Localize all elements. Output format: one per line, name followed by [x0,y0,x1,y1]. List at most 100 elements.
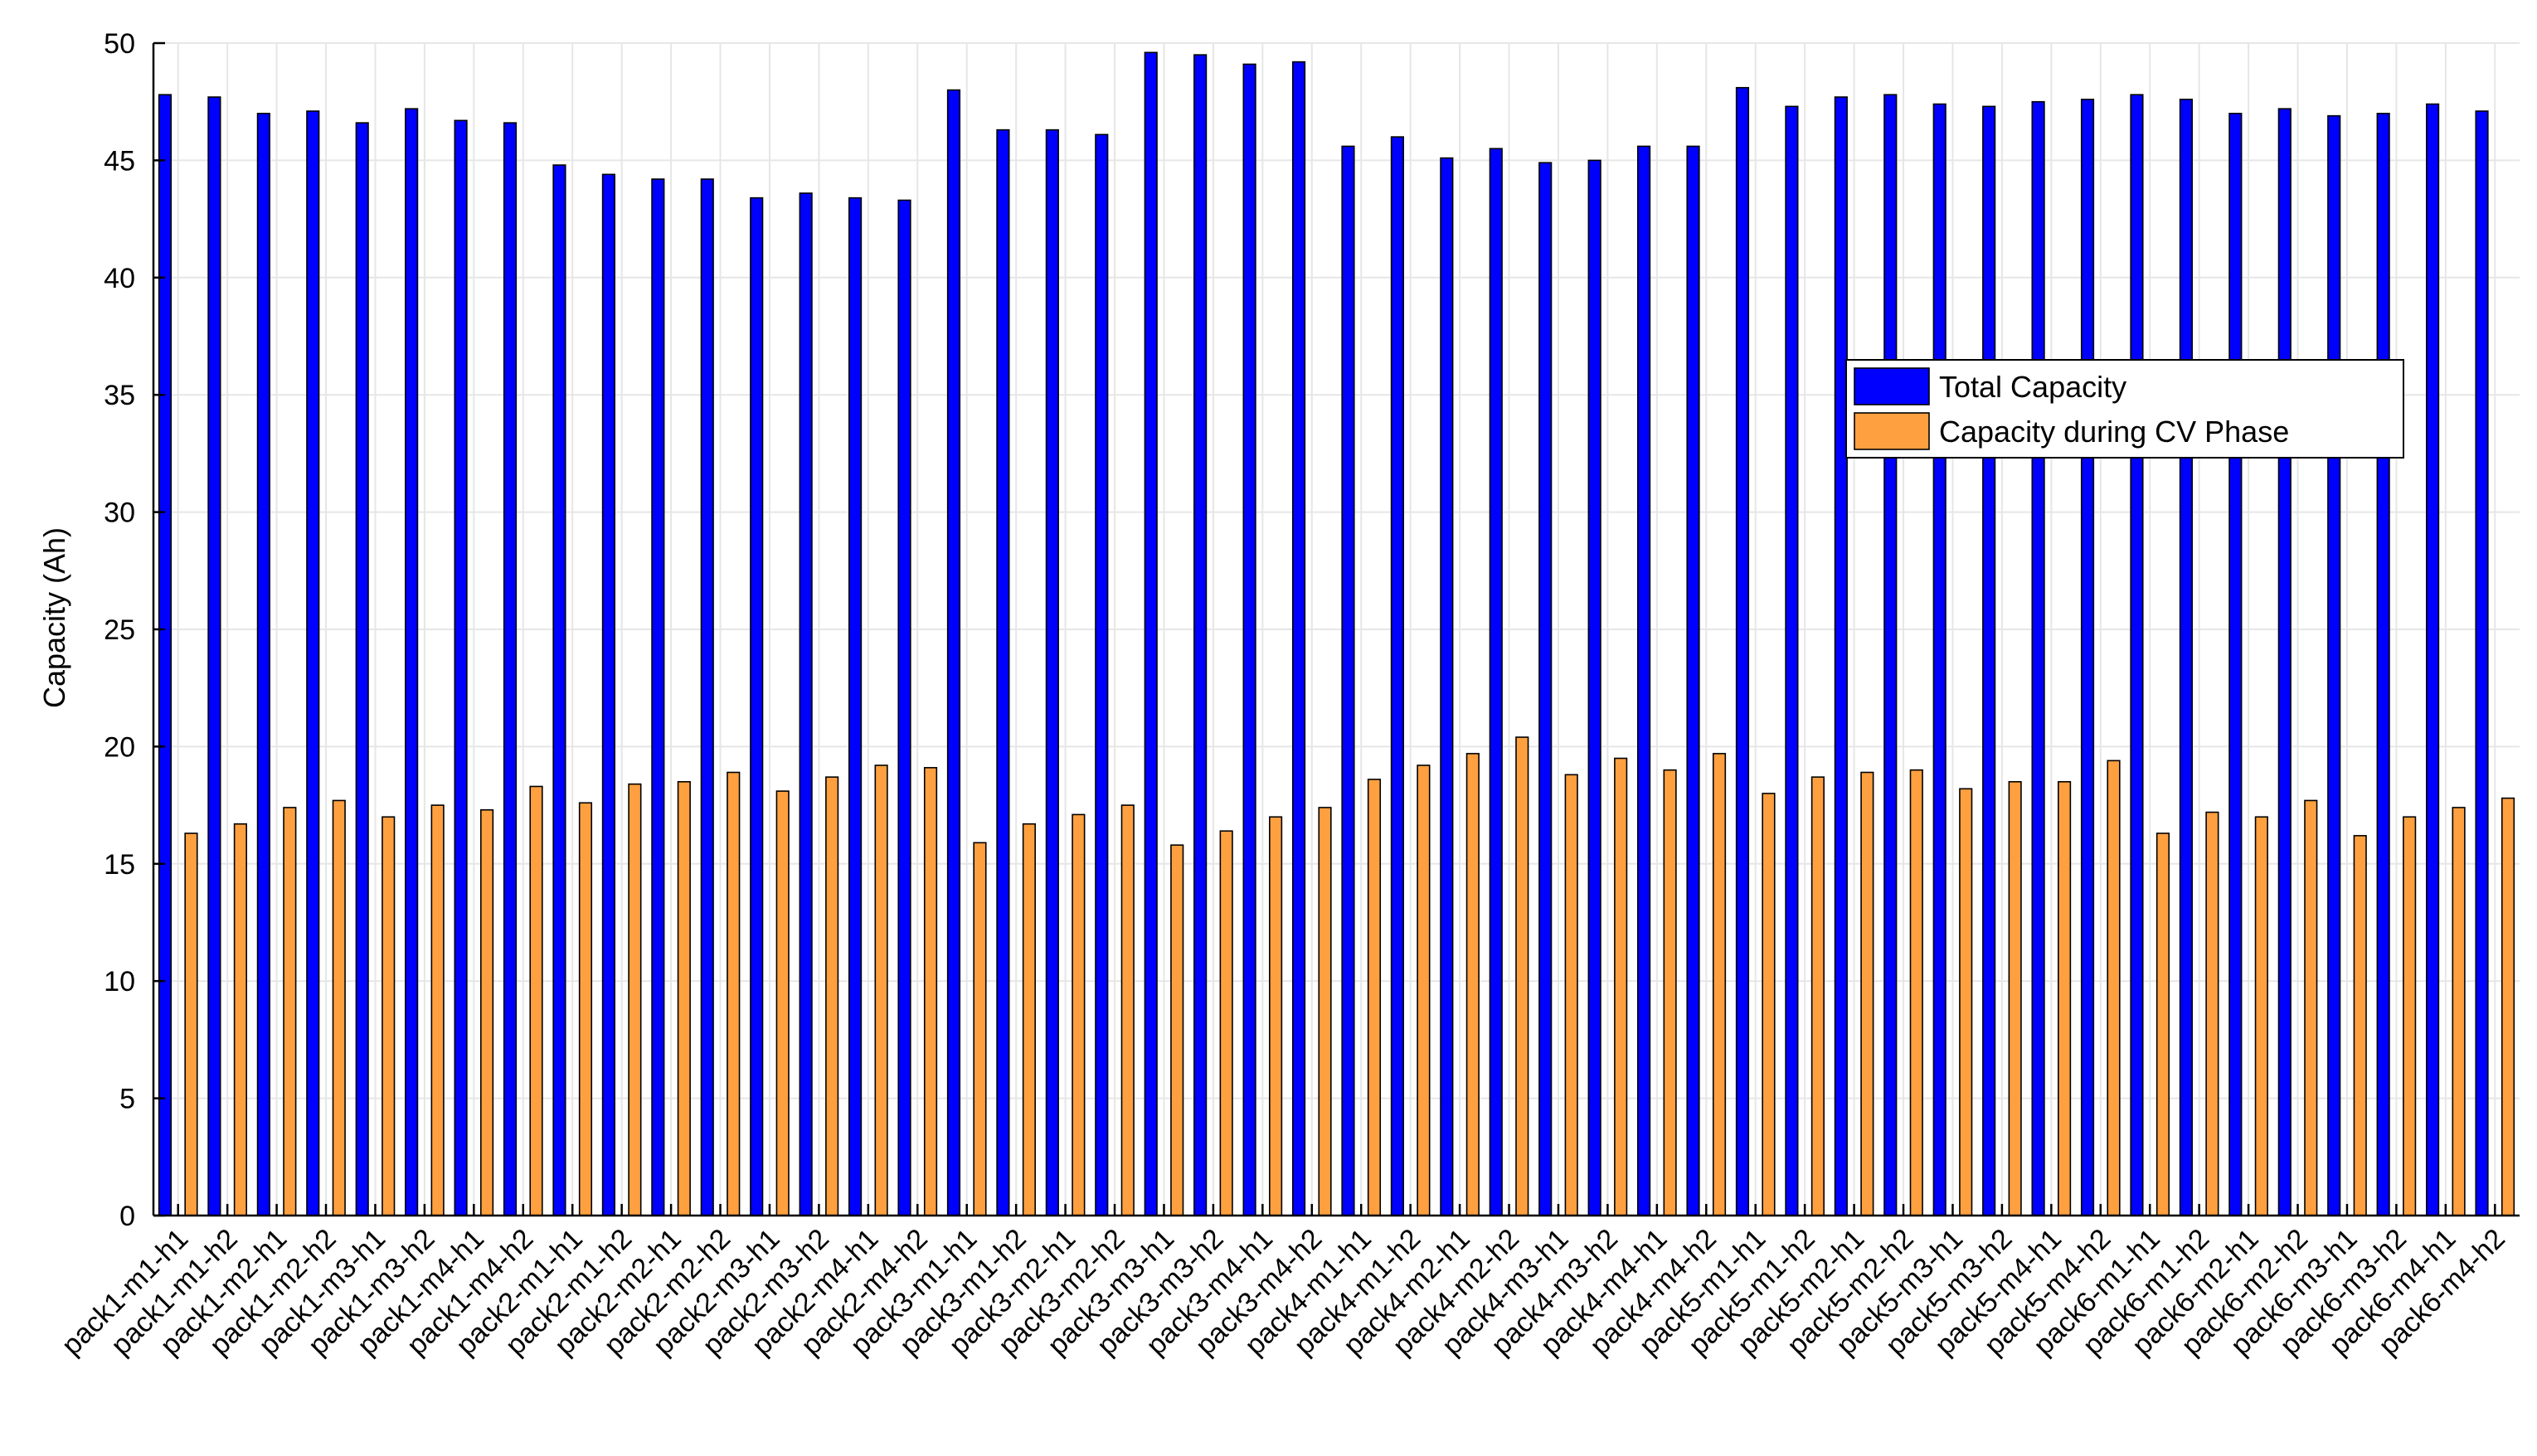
bar-total-capacity [1390,136,1404,1216]
bar-total-capacity [750,197,764,1216]
bar-cv-phase-capacity [2058,781,2072,1216]
bar-cv-phase-capacity [1564,774,1578,1216]
bar-total-capacity [1883,94,1898,1216]
x-tick-labels: pack1-m1-h1pack1-m1-h2pack1-m2-h1pack1-m… [56,1223,2511,1361]
bar-cv-phase-capacity [775,790,790,1216]
bar-cv-phase-capacity [1515,736,1529,1216]
bar-total-capacity [1242,63,1256,1216]
bar-cv-phase-capacity [1219,830,1233,1216]
y-tick-label: 35 [104,380,135,411]
bar-cv-phase-capacity [628,783,642,1216]
bar-total-capacity [651,178,665,1216]
bar-total-capacity [256,113,270,1216]
bar-total-capacity [1637,145,1651,1216]
bar-total-capacity [1735,86,1750,1216]
bar-total-capacity [2179,99,2193,1216]
bar-cv-phase-capacity [1269,816,1283,1216]
bar-cv-phase-capacity [184,832,198,1216]
bar-total-capacity [1489,148,1503,1216]
bar-total-capacity [2475,110,2489,1216]
grid-lines [153,42,2520,1216]
bar-cv-phase-capacity [233,823,247,1216]
y-tick-labels: 0 5 10 15 20 25 30 35 40 45 50 [104,28,135,1232]
bar-cv-phase-capacity [382,816,396,1216]
bar-total-capacity [158,94,173,1216]
bar-cv-phase-capacity [283,807,297,1216]
bar-cv-phase-capacity [973,842,987,1216]
bar-cv-phase-capacity [2452,807,2466,1216]
bars [158,51,2515,1216]
bar-total-capacity [2031,100,2045,1216]
bar-cv-phase-capacity [2501,797,2515,1216]
bar-cv-phase-capacity [1614,757,1628,1216]
bar-total-capacity [454,119,468,1216]
bar-cv-phase-capacity [1762,793,1776,1216]
bar-total-capacity [1045,129,1059,1216]
bar-total-capacity [1440,157,1454,1216]
legend-label-cv-phase: Capacity during CV Phase [1939,415,2289,449]
bar-total-capacity [601,173,615,1216]
y-tick-label: 40 [104,263,135,294]
bar-cv-phase-capacity [2403,816,2417,1216]
bar-cv-phase-capacity [1860,771,1874,1216]
bar-total-capacity [2130,94,2144,1216]
bar-total-capacity [1341,145,1355,1216]
bar-cv-phase-capacity [1909,769,1923,1216]
axes [152,41,2520,1217]
bar-total-capacity [1834,96,1848,1216]
bar-total-capacity [1932,103,1946,1216]
y-tick-label: 20 [104,731,135,763]
bar-cv-phase-capacity [2353,835,2367,1216]
bar-cv-phase-capacity [727,771,741,1216]
bar-total-capacity [996,129,1010,1216]
legend-label-total-capacity: Total Capacity [1939,370,2126,404]
bar-cv-phase-capacity [825,776,839,1216]
bar-cv-phase-capacity [1022,823,1036,1216]
y-tick-label: 50 [104,28,135,60]
bar-total-capacity [2376,113,2390,1216]
bar-cv-phase-capacity [1712,753,1727,1216]
legend-swatch-cv-phase [1854,412,1930,450]
bar-cv-phase-capacity [529,785,543,1216]
bar-total-capacity [1785,105,1799,1216]
bar-cv-phase-capacity [1318,807,1332,1216]
bar-total-capacity [897,199,911,1216]
bar-cv-phase-capacity [923,767,938,1216]
bar-total-capacity [552,164,566,1216]
bar-total-capacity [355,122,369,1216]
bar-total-capacity [1587,159,1601,1216]
bar-cv-phase-capacity [430,804,445,1216]
y-tick-label: 10 [104,966,135,997]
y-tick-label: 30 [104,497,135,529]
y-tick-label: 45 [104,145,135,177]
bar-total-capacity [1982,105,1996,1216]
bar-cv-phase-capacity [1417,764,1431,1216]
bar-total-capacity [1291,61,1306,1216]
bar-total-capacity [2080,99,2095,1216]
bar-cv-phase-capacity [874,764,888,1216]
bar-cv-phase-capacity [1663,769,1677,1216]
bar-cv-phase-capacity [2155,832,2170,1216]
bar-cv-phase-capacity [2008,781,2022,1216]
bar-cv-phase-capacity [2107,760,2121,1216]
bar-cv-phase-capacity [332,799,346,1216]
y-axis-label: Capacity (Ah) [37,527,71,708]
y-tick-label: 15 [104,849,135,881]
bar-total-capacity [1193,54,1208,1216]
bar-cv-phase-capacity [1120,804,1135,1216]
bar-total-capacity [700,178,714,1216]
legend: Total Capacity Capacity during CV Phase [1845,359,2404,459]
bar-cv-phase-capacity [1810,776,1825,1216]
bar-total-capacity [2228,113,2243,1216]
bar-cv-phase-capacity [677,781,691,1216]
bar-total-capacity [2277,108,2292,1216]
bar-cv-phase-capacity [1959,788,1973,1216]
bar-cv-phase-capacity [480,808,494,1216]
bar-cv-phase-capacity [1367,779,1382,1216]
bar-total-capacity [799,192,813,1216]
bar-total-capacity [207,96,221,1216]
y-tick-label: 25 [104,614,135,646]
bar-cv-phase-capacity [2254,816,2268,1216]
legend-swatch-total-capacity [1854,367,1930,405]
